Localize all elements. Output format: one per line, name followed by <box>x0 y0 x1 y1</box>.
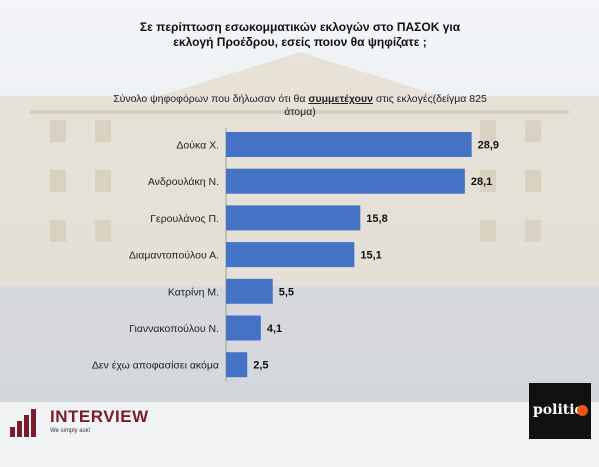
bar-5 <box>226 315 261 341</box>
value-label-4: 5,5 <box>279 286 294 298</box>
value-label-0: 28,9 <box>478 140 499 152</box>
politic-logo-name: politic <box>533 402 584 418</box>
value-label-3: 15,1 <box>360 250 381 262</box>
bar-2 <box>226 205 361 231</box>
category-label-5: Γιαννακοπούλου Ν. <box>129 323 219 335</box>
subtitle-emphasis: συμμετέχουν <box>308 93 373 105</box>
chart-title: Σε περίπτωση εσωκομματικών εκλογών στο Π… <box>139 20 461 49</box>
bar-3 <box>226 242 355 268</box>
bar-1 <box>226 168 465 194</box>
chart-subtitle: Σύνολο ψηφοφόρων που δήλωσαν ότι θα συμμ… <box>110 93 490 119</box>
value-label-2: 15,8 <box>366 213 387 225</box>
bar-0 <box>226 132 472 157</box>
category-label-0: Δούκα Χ. <box>176 140 219 152</box>
category-label-4: Κατρίνη Μ. <box>168 286 219 298</box>
politic-logo-dot-icon <box>577 405 588 416</box>
value-label-1: 28,1 <box>471 176 492 188</box>
value-label-6: 2,5 <box>253 360 268 372</box>
category-label-1: Ανδρουλάκη Ν. <box>148 176 219 188</box>
politic-logo: politic <box>529 383 591 439</box>
bar-4 <box>226 278 273 304</box>
interview-logo-tagline: We simply ask! <box>50 428 91 434</box>
value-label-5: 4,1 <box>267 323 282 335</box>
bar-6 <box>226 352 248 378</box>
category-label-2: Γερουλάνος Π. <box>150 213 219 225</box>
interview-logo: INTERVIEW We simply ask! <box>10 405 170 441</box>
category-label-3: Διαμαντοπούλου Α. <box>129 250 219 262</box>
subtitle-text-end: στις εκλογές(δείγμα 825 άτομα) <box>284 93 487 118</box>
subtitle-text-start: Σύνολο ψηφοφόρων που δήλωσαν ότι θα <box>113 93 309 105</box>
bars-logo-icon <box>10 407 46 437</box>
category-label-6: Δεν έχω αποφασίσει ακόμα <box>92 360 219 372</box>
interview-logo-name: INTERVIEW <box>50 407 149 426</box>
